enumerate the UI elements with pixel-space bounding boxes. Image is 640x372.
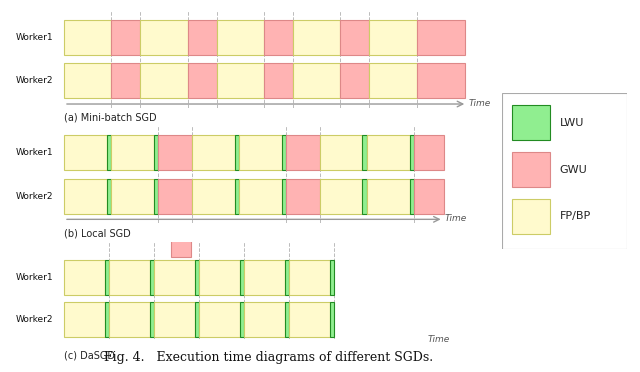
- Bar: [239, 135, 282, 170]
- Text: GWU: GWU: [560, 164, 588, 174]
- Bar: [64, 63, 111, 98]
- Bar: [293, 63, 340, 98]
- Bar: [286, 179, 319, 214]
- Bar: [340, 63, 369, 98]
- Bar: [195, 302, 199, 337]
- Text: (b) Local SGD: (b) Local SGD: [64, 228, 131, 238]
- Bar: [150, 302, 154, 337]
- Bar: [64, 135, 107, 170]
- Bar: [105, 260, 109, 295]
- Bar: [319, 179, 362, 214]
- Bar: [111, 63, 140, 98]
- Text: Worker1: Worker1: [16, 273, 53, 282]
- Text: FP/BP: FP/BP: [560, 211, 591, 221]
- Bar: [410, 135, 414, 170]
- Bar: [417, 20, 465, 55]
- Bar: [140, 20, 188, 55]
- Bar: [217, 20, 264, 55]
- Bar: [369, 20, 417, 55]
- Text: Time: Time: [445, 214, 467, 223]
- Bar: [340, 20, 369, 55]
- Bar: [188, 20, 217, 55]
- Bar: [188, 63, 217, 98]
- Text: Worker2: Worker2: [16, 192, 53, 201]
- Bar: [111, 179, 154, 214]
- Bar: [158, 179, 192, 214]
- Bar: [109, 302, 150, 337]
- Bar: [239, 179, 282, 214]
- Bar: [140, 63, 188, 98]
- Bar: [217, 63, 264, 98]
- Bar: [154, 135, 158, 170]
- Bar: [192, 135, 235, 170]
- Bar: [330, 260, 334, 295]
- Bar: [154, 302, 195, 337]
- Bar: [154, 260, 195, 295]
- Bar: [289, 302, 330, 337]
- Bar: [293, 20, 340, 55]
- Bar: [330, 302, 334, 337]
- Bar: [154, 179, 158, 214]
- Text: Worker2: Worker2: [16, 315, 53, 324]
- Bar: [285, 260, 289, 295]
- Bar: [199, 302, 240, 337]
- Bar: [64, 20, 111, 55]
- Bar: [199, 260, 240, 295]
- Bar: [244, 260, 285, 295]
- Bar: [282, 179, 286, 214]
- Text: Time: Time: [428, 335, 450, 344]
- Bar: [264, 20, 293, 55]
- Bar: [410, 179, 414, 214]
- Bar: [414, 135, 444, 170]
- Bar: [111, 20, 140, 55]
- Bar: [286, 135, 319, 170]
- Bar: [64, 179, 107, 214]
- Bar: [109, 260, 150, 295]
- Bar: [285, 302, 289, 337]
- Bar: [289, 260, 330, 295]
- Text: LWU: LWU: [560, 118, 584, 128]
- Bar: [172, 240, 191, 257]
- Text: Time: Time: [468, 99, 491, 108]
- Text: Fig. 4.   Execution time diagrams of different SGDs.: Fig. 4. Execution time diagrams of diffe…: [104, 351, 433, 364]
- Bar: [158, 135, 192, 170]
- Bar: [235, 179, 239, 214]
- Bar: [111, 135, 154, 170]
- Bar: [513, 153, 550, 187]
- Bar: [414, 179, 444, 214]
- Bar: [192, 179, 235, 214]
- Text: (c) DaSGD: (c) DaSGD: [64, 350, 115, 360]
- Text: Worker1: Worker1: [16, 33, 53, 42]
- Text: Worker2: Worker2: [16, 76, 53, 85]
- Bar: [367, 179, 410, 214]
- Bar: [362, 135, 367, 170]
- Bar: [369, 63, 417, 98]
- Bar: [244, 302, 285, 337]
- Bar: [107, 135, 111, 170]
- Bar: [240, 302, 244, 337]
- Bar: [264, 63, 293, 98]
- Text: (a) Mini-batch SGD: (a) Mini-batch SGD: [64, 113, 157, 123]
- Bar: [319, 135, 362, 170]
- Bar: [150, 260, 154, 295]
- Bar: [362, 179, 367, 214]
- Bar: [513, 199, 550, 234]
- Bar: [282, 135, 286, 170]
- Bar: [235, 135, 239, 170]
- Bar: [105, 302, 109, 337]
- Bar: [107, 179, 111, 214]
- Bar: [195, 260, 199, 295]
- Bar: [64, 260, 105, 295]
- Bar: [513, 106, 550, 140]
- Text: Worker1: Worker1: [16, 148, 53, 157]
- Bar: [64, 302, 105, 337]
- Bar: [417, 63, 465, 98]
- Bar: [240, 260, 244, 295]
- Bar: [367, 135, 410, 170]
